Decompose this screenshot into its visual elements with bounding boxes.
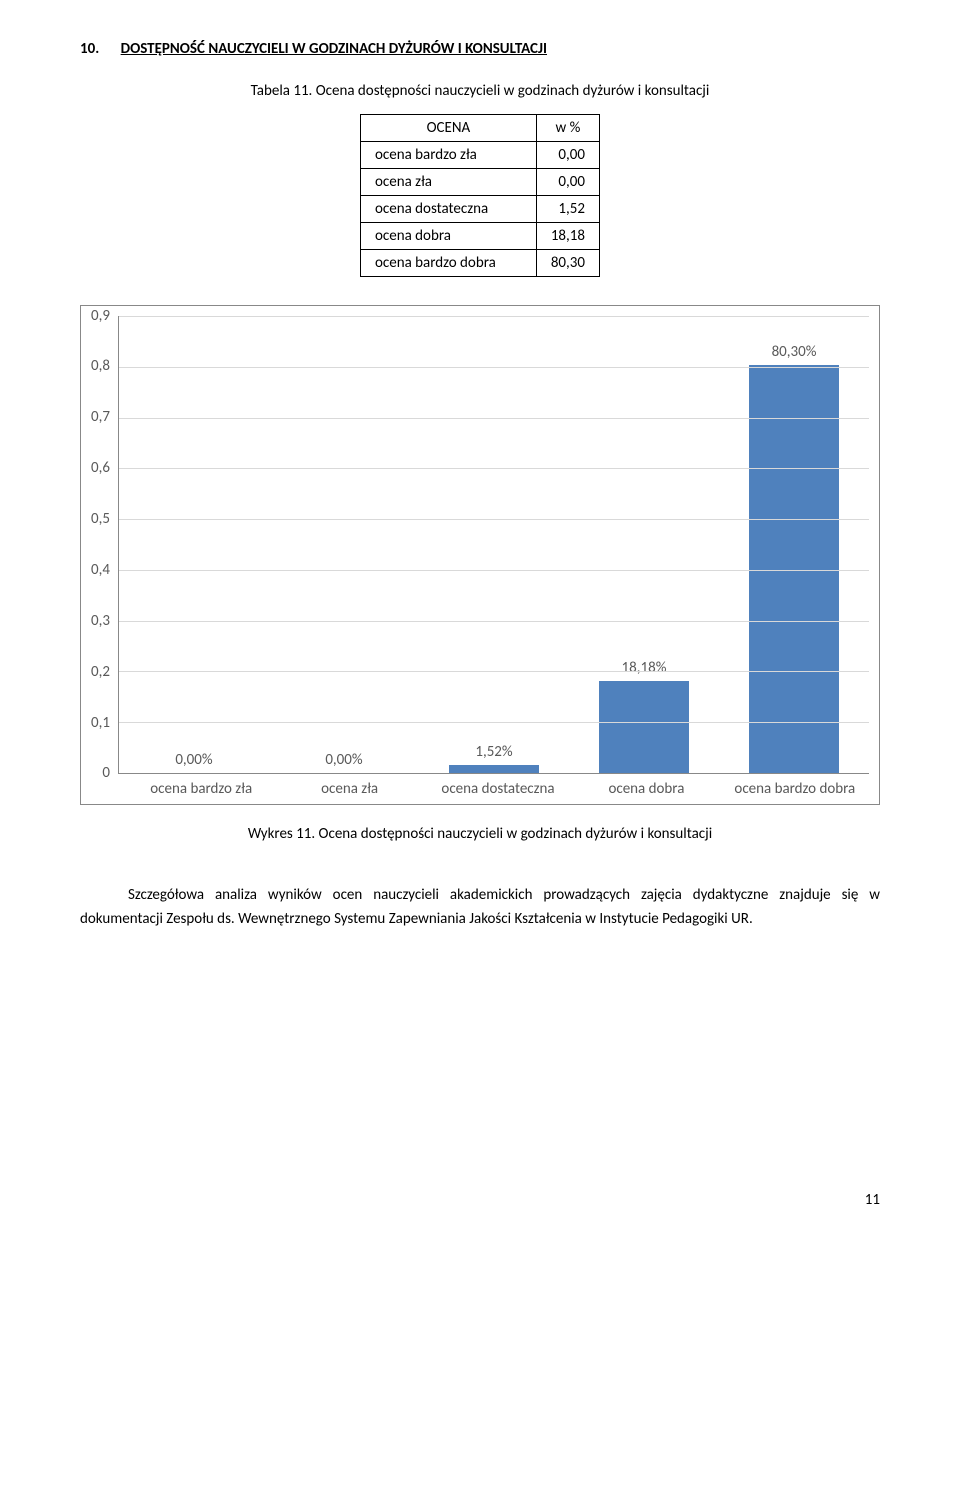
table-cell-label: ocena bardzo dobra — [361, 250, 537, 277]
table-header-percent: w % — [536, 115, 599, 142]
x-label: ocena bardzo zła — [127, 780, 275, 798]
bar-slot: 18,18% — [569, 316, 719, 773]
x-axis-spacer — [91, 780, 127, 798]
gridline — [119, 367, 869, 368]
gridline — [119, 621, 869, 622]
bars-row: 0,00% 0,00% 1,52% 18,18% 80,30% — [119, 316, 869, 773]
gridline — [119, 722, 869, 723]
bar-value-label: 1,52% — [475, 743, 512, 761]
table-cell-value: 1,52 — [536, 196, 599, 223]
bar-value-label: 0,00% — [325, 751, 362, 769]
chart-plot-row: 0,90,80,70,60,50,40,30,20,10 0,00% 0,00% 1… — [91, 316, 869, 774]
table-cell-label: ocena bardzo zła — [361, 142, 537, 169]
gridline — [119, 570, 869, 571]
x-label: ocena dostateczna — [424, 780, 572, 798]
gridline — [119, 468, 869, 469]
bar-slot: 0,00% — [119, 316, 269, 773]
table-row: ocena bardzo dobra 80,30 — [361, 250, 600, 277]
bar-slot: 80,30% — [719, 316, 869, 773]
bar — [449, 765, 539, 773]
gridline — [119, 316, 869, 317]
table-cell-label: ocena dostateczna — [361, 196, 537, 223]
gridline — [119, 418, 869, 419]
bar-slot: 0,00% — [269, 316, 419, 773]
bar-value-label: 80,30% — [772, 343, 817, 361]
body-paragraph: Szczegółowa analiza wyników ocen nauczyc… — [80, 883, 880, 931]
body-paragraph-text: Szczegółowa analiza wyników ocen nauczyc… — [80, 886, 880, 928]
x-label: ocena zła — [275, 780, 423, 798]
table-header-row: OCENA w % — [361, 115, 600, 142]
table-cell-value: 18,18 — [536, 223, 599, 250]
table-row: ocena bardzo zła 0,00 — [361, 142, 600, 169]
table-cell-label: ocena dobra — [361, 223, 537, 250]
plot-area: 0,00% 0,00% 1,52% 18,18% 80,30% — [118, 316, 869, 774]
table-cell-value: 0,00 — [536, 142, 599, 169]
gridline — [119, 519, 869, 520]
y-axis: 0,90,80,70,60,50,40,30,20,10 — [91, 316, 118, 774]
bar-value-label: 18,18% — [622, 659, 667, 677]
table-cell-value: 80,30 — [536, 250, 599, 277]
data-table: OCENA w % ocena bardzo zła 0,00 ocena zł… — [360, 114, 600, 277]
section-title: DOSTĘPNOŚĆ NAUCZYCIELI W GODZINACH DYŻUR… — [121, 40, 547, 58]
bar — [599, 681, 689, 773]
table-caption: Tabela 11. Ocena dostępności nauczycieli… — [80, 82, 880, 100]
table-row: ocena dostateczna 1,52 — [361, 196, 600, 223]
table-row: ocena zła 0,00 — [361, 169, 600, 196]
bar-slot: 1,52% — [419, 316, 569, 773]
table-cell-label: ocena zła — [361, 169, 537, 196]
section-number: 10. — [80, 40, 99, 58]
gridline — [119, 671, 869, 672]
x-axis-row: ocena bardzo złaocena złaocena dostatecz… — [91, 780, 869, 798]
chart-caption: Wykres 11. Ocena dostępności nauczycieli… — [80, 825, 880, 843]
x-label: ocena bardzo dobra — [721, 780, 869, 798]
section-heading: 10. DOSTĘPNOŚĆ NAUCZYCIELI W GODZINACH D… — [80, 40, 880, 58]
x-label: ocena dobra — [572, 780, 720, 798]
page-number: 11 — [80, 1191, 880, 1209]
table-row: ocena dobra 18,18 — [361, 223, 600, 250]
x-labels: ocena bardzo złaocena złaocena dostatecz… — [127, 780, 869, 798]
bar-chart: 0,90,80,70,60,50,40,30,20,10 0,00% 0,00% 1… — [80, 305, 880, 805]
bar-value-label: 0,00% — [175, 751, 212, 769]
table-header-ocena: OCENA — [361, 115, 537, 142]
table-cell-value: 0,00 — [536, 169, 599, 196]
